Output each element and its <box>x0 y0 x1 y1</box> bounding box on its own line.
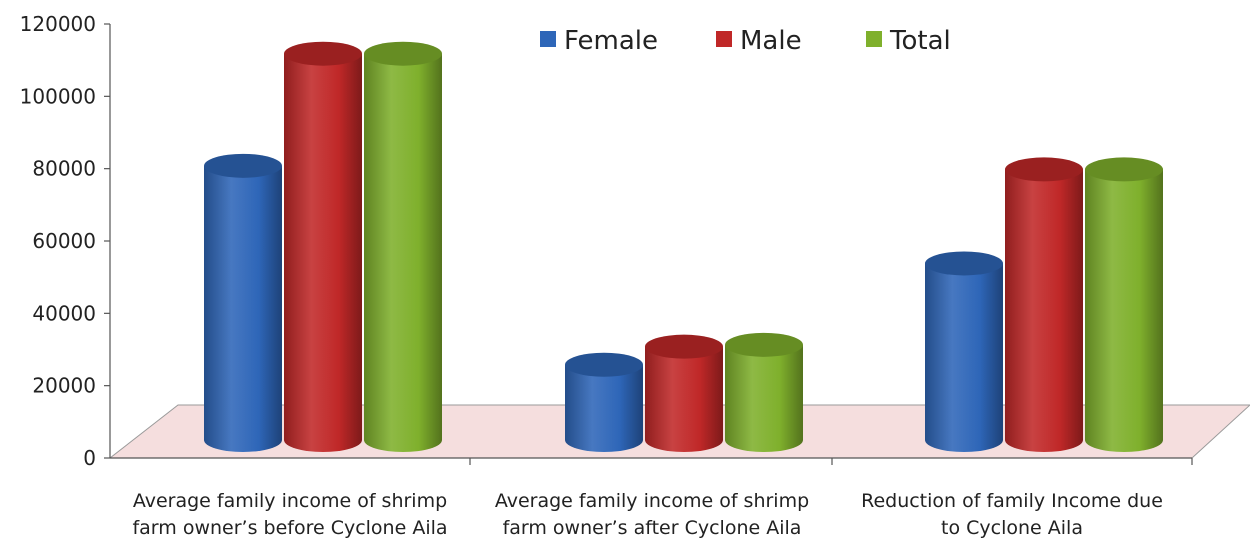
y-tick-label: 120000 <box>20 12 96 36</box>
bar-total-3 <box>1085 157 1163 452</box>
legend-item-total: Total <box>866 26 951 56</box>
y-tick-label: 40000 <box>32 301 96 325</box>
bar-body <box>725 344 803 452</box>
bar-male-1 <box>284 41 362 452</box>
y-tick-label: 0 <box>83 446 96 470</box>
y-tick-label: 60000 <box>32 229 96 253</box>
bar-female-2 <box>565 352 643 452</box>
x-category-label: Average family income of shrimp <box>495 490 809 512</box>
bar-male-2 <box>645 334 723 452</box>
bar-female-3 <box>925 251 1003 452</box>
bar-top <box>645 334 723 359</box>
bar-top <box>725 332 803 357</box>
bar-female-1 <box>204 153 282 453</box>
bar-top <box>925 251 1003 276</box>
bar-top <box>364 41 442 66</box>
legend: Female Male Total <box>540 26 951 56</box>
legend-item-female: Female <box>540 26 658 56</box>
legend-label: Female <box>564 26 658 56</box>
y-tick-label: 20000 <box>32 374 96 398</box>
bars <box>204 41 1163 453</box>
bar-body <box>364 53 442 452</box>
bar-total-2 <box>725 332 803 452</box>
bar-body <box>204 165 282 453</box>
x-category-label: to Cyclone Aila <box>941 517 1083 539</box>
legend-item-male: Male <box>716 26 802 56</box>
bar-top <box>1085 157 1163 182</box>
bar-body <box>1085 169 1163 452</box>
legend-swatch <box>716 31 732 47</box>
axes: 0 20000 40000 60000 80000 100000 120000 <box>20 12 1193 470</box>
x-category-label: farm owner’s before Cyclone Aila <box>132 517 447 539</box>
bar-top <box>284 41 362 66</box>
category-labels: Average family income of shrimp farm owne… <box>132 490 1162 539</box>
legend-label: Male <box>740 26 802 56</box>
bar-male-3 <box>1005 157 1083 452</box>
bar-body <box>1005 169 1083 452</box>
bar-top <box>565 352 643 377</box>
legend-swatch <box>866 31 882 47</box>
bar-body <box>925 263 1003 452</box>
bar-body <box>645 346 723 452</box>
y-tick-label: 100000 <box>20 84 96 108</box>
bar-body <box>284 53 362 452</box>
bar-total-1 <box>364 41 442 452</box>
y-tick-label: 80000 <box>32 157 96 181</box>
bar-body <box>565 364 643 452</box>
legend-label: Total <box>889 26 951 56</box>
bar-top <box>204 153 282 178</box>
x-category-label: Reduction of family Income due <box>861 490 1163 512</box>
legend-swatch <box>540 31 556 47</box>
x-category-label: farm owner’s after Cyclone Aila <box>503 517 802 539</box>
bar-top <box>1005 157 1083 182</box>
x-category-label: Average family income of shrimp <box>133 490 447 512</box>
